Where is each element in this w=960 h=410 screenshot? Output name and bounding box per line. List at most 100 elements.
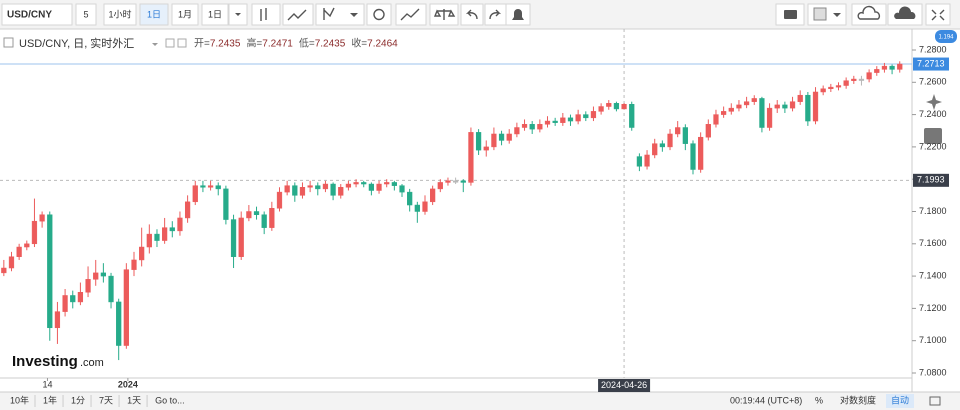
candle-body [284, 185, 290, 193]
percent-button[interactable]: % [815, 395, 823, 405]
bell-glyph [512, 9, 524, 20]
candle-body [636, 156, 643, 167]
interval-label[interactable]: 1日 [147, 9, 161, 19]
sparkle-icon[interactable] [926, 94, 942, 110]
candle-body [430, 188, 436, 203]
interval-button[interactable] [171, 3, 199, 26]
candle-body [506, 133, 512, 141]
fullscreen-glyph [931, 9, 945, 21]
badge-bg [935, 30, 957, 43]
range-button[interactable]: 1天 [127, 395, 141, 405]
candle-body [391, 182, 397, 186]
range-button[interactable]: 7天 [99, 395, 113, 405]
interval-label[interactable]: 1小时 [108, 8, 131, 19]
candle-body [514, 127, 520, 135]
fullscreen-icon[interactable] [925, 3, 951, 26]
candle-body [330, 183, 336, 196]
legend-btn-1[interactable] [165, 38, 175, 48]
candle-body [177, 217, 183, 232]
candle-body [299, 187, 306, 196]
candle-body [200, 185, 206, 188]
candle-body [468, 132, 474, 183]
interval-button[interactable] [75, 3, 97, 26]
y-tick-label: 7.1200 [919, 303, 947, 313]
goto-button[interactable]: Go to... [155, 395, 185, 405]
logo-suffix: .com [80, 357, 104, 369]
candle-body [445, 180, 451, 183]
interval-label[interactable]: 1日 [208, 9, 222, 19]
ohlc-label: 开= [194, 39, 210, 50]
symbol-box[interactable] [1, 3, 73, 26]
y-tick-label: 7.0800 [919, 367, 947, 377]
candle-body [192, 185, 198, 203]
candle-body [774, 104, 780, 109]
range-button[interactable]: 1年 [43, 394, 57, 405]
interval-button[interactable] [103, 3, 137, 26]
candle-body [766, 107, 773, 128]
candle-body [475, 132, 482, 151]
range-button[interactable]: 1分 [71, 395, 85, 405]
candle-body [721, 111, 727, 115]
range-button[interactable]: 10年 [10, 394, 29, 405]
y-tick-label: 7.1600 [919, 238, 947, 248]
dropdown-arrow [350, 13, 358, 17]
compare-icon[interactable] [395, 3, 427, 26]
candle-body [705, 124, 711, 138]
candle-body [70, 295, 76, 303]
candle-body [100, 272, 106, 277]
candle-body [736, 104, 742, 109]
y-tick-label: 7.2400 [919, 109, 947, 119]
undo-icon[interactable] [460, 3, 484, 26]
candle-body [292, 185, 298, 196]
translate-icon[interactable] [924, 128, 942, 144]
legend-btn-2[interactable] [177, 38, 187, 48]
y-tick-label: 7.1000 [919, 335, 947, 345]
cloud-up-glyph [894, 6, 916, 19]
candle-body [246, 211, 252, 219]
candle-glyph [260, 8, 267, 21]
candle-body [407, 191, 413, 206]
settings-icon[interactable] [366, 3, 392, 26]
candle-body [835, 85, 842, 88]
candle-body [590, 111, 597, 119]
clock: 00:19:44 (UTC+8) [730, 395, 802, 405]
bottom-bar [0, 392, 960, 410]
candle-body [207, 185, 214, 188]
candle-body [368, 183, 375, 191]
settings-mini[interactable] [929, 396, 941, 406]
candle-body [422, 201, 428, 212]
candle-body [598, 106, 604, 112]
redo-icon[interactable] [484, 3, 508, 26]
crosshair-price-box [913, 173, 949, 187]
candle-body [675, 127, 681, 135]
log-button[interactable]: 对数刻度 [840, 394, 876, 405]
auto-button[interactable]: 自动 [891, 394, 909, 405]
candle-body [782, 104, 788, 109]
candle-body [759, 98, 765, 128]
indicator-glyph [323, 7, 335, 20]
badge: 1.194 [938, 35, 954, 41]
interval-button[interactable] [139, 3, 169, 26]
candle-body [54, 311, 61, 329]
candle-body [253, 211, 260, 215]
candle-body [552, 120, 558, 123]
candle-body [223, 188, 229, 220]
candle-body [437, 182, 443, 190]
candle-body [169, 227, 175, 232]
candle-body [338, 187, 344, 196]
interval-button[interactable] [201, 3, 229, 26]
indicator-icon[interactable] [315, 3, 365, 26]
candle-body [384, 182, 390, 185]
candle-body [897, 63, 903, 70]
cloud-down-icon[interactable] [851, 3, 887, 26]
interval-label[interactable]: 1月 [178, 9, 192, 19]
symbol[interactable]: USD/CNY [7, 10, 52, 21]
interval-label[interactable]: 5 [83, 9, 88, 19]
candle-body [460, 180, 466, 183]
candle-body [843, 80, 849, 86]
candle-body [353, 182, 359, 185]
line-icon[interactable] [282, 3, 314, 26]
legend-toggle[interactable] [3, 37, 14, 48]
candle-body [139, 246, 145, 261]
